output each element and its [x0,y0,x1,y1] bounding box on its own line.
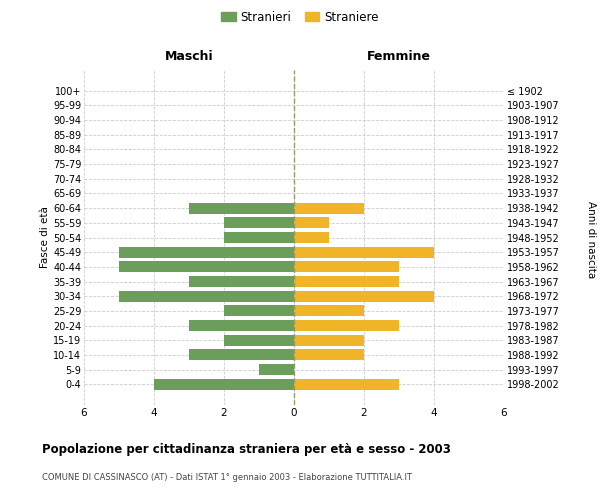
Bar [294,218,329,228]
Bar [294,379,399,390]
Bar [119,262,294,272]
Text: Maschi: Maschi [164,50,214,62]
Bar [224,334,294,345]
Text: Anni di nascita: Anni di nascita [586,202,596,278]
Bar [189,276,294,287]
Bar [294,202,364,213]
Bar [294,262,399,272]
Bar [294,334,364,345]
Bar [294,276,399,287]
Bar [119,290,294,302]
Bar [294,290,434,302]
Bar [189,320,294,331]
Text: Femmine: Femmine [367,50,431,62]
Bar [224,306,294,316]
Bar [294,306,364,316]
Y-axis label: Fasce di età: Fasce di età [40,206,50,268]
Bar [294,350,364,360]
Bar [154,379,294,390]
Text: COMUNE DI CASSINASCO (AT) - Dati ISTAT 1° gennaio 2003 - Elaborazione TUTTITALIA: COMUNE DI CASSINASCO (AT) - Dati ISTAT 1… [42,472,412,482]
Bar [294,246,434,258]
Bar [189,202,294,213]
Legend: Stranieri, Straniere: Stranieri, Straniere [217,6,383,28]
Bar [259,364,294,375]
Bar [294,232,329,243]
Bar [189,350,294,360]
Bar [224,232,294,243]
Bar [224,218,294,228]
Text: Popolazione per cittadinanza straniera per età e sesso - 2003: Popolazione per cittadinanza straniera p… [42,442,451,456]
Bar [294,320,399,331]
Bar [119,246,294,258]
